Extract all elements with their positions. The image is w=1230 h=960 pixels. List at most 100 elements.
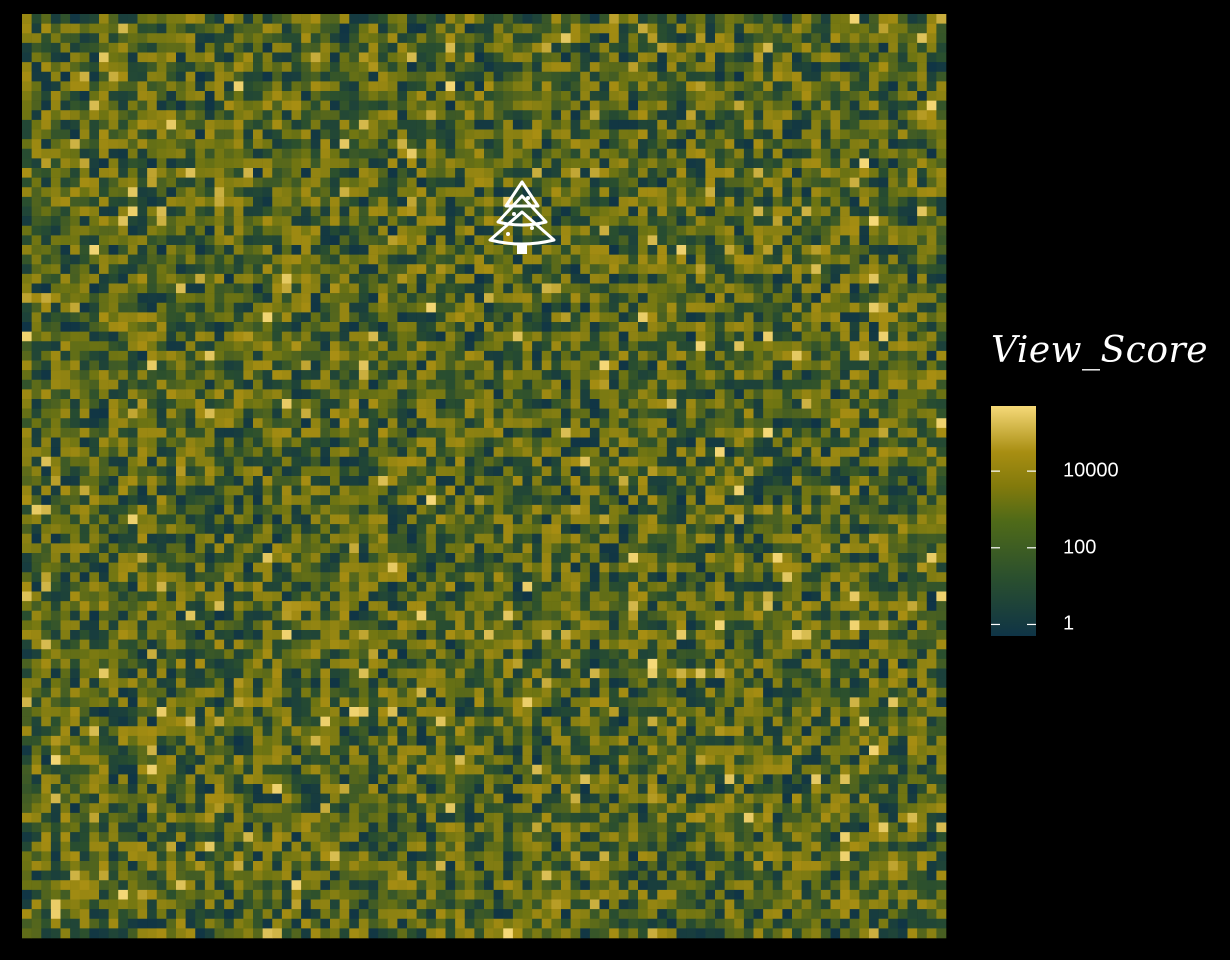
heatmap-cell	[792, 264, 802, 275]
heatmap-cell	[397, 350, 408, 361]
heatmap-cell	[580, 379, 591, 390]
heatmap-cell	[512, 312, 523, 323]
heatmap-cell	[89, 264, 100, 275]
heatmap-cell	[147, 14, 158, 24]
heatmap-cell	[753, 264, 764, 275]
heatmap-cell	[907, 476, 918, 486]
heatmap-cell	[917, 254, 928, 265]
heatmap-cell	[41, 427, 52, 438]
heatmap-cell	[397, 177, 408, 188]
heatmap-cell	[310, 91, 321, 101]
heatmap-cell	[695, 187, 706, 198]
heatmap-cell	[753, 495, 764, 506]
heatmap-cell	[310, 312, 321, 323]
heatmap-cell	[127, 379, 138, 390]
heatmap-cell	[705, 23, 716, 34]
heatmap-cell	[435, 293, 446, 304]
heatmap-cell	[926, 33, 937, 44]
heatmap-cell	[532, 119, 543, 130]
heatmap-cell	[195, 187, 206, 198]
heatmap-cell	[147, 360, 158, 371]
heatmap-cell	[869, 216, 879, 227]
heatmap-cell	[156, 264, 167, 275]
heatmap-cell	[339, 418, 350, 429]
heatmap-cell	[339, 33, 350, 44]
heatmap-cell	[888, 456, 899, 467]
heatmap-cell	[792, 177, 802, 188]
heatmap-cell	[455, 437, 466, 448]
heatmap-cell	[772, 148, 783, 159]
heatmap-cell	[820, 139, 831, 150]
heatmap-cell	[474, 119, 485, 130]
heatmap-cell	[127, 216, 138, 227]
heatmap-cell	[917, 408, 928, 419]
heatmap-cell	[147, 225, 158, 236]
heatmap-cell	[99, 187, 109, 198]
heatmap-cell	[561, 504, 571, 515]
heatmap-cell	[638, 168, 648, 178]
heatmap-cell	[493, 418, 504, 429]
heatmap-cell	[724, 187, 735, 198]
heatmap-cell	[156, 139, 167, 150]
heatmap-cell	[724, 206, 735, 217]
heatmap-cell	[551, 504, 562, 515]
heatmap-cell	[301, 437, 312, 448]
heatmap-cell	[50, 466, 61, 477]
heatmap-cell	[426, 273, 437, 284]
heatmap-cell	[435, 245, 446, 255]
heatmap-cell	[484, 495, 494, 506]
heatmap-cell	[907, 504, 918, 515]
heatmap-cell	[541, 447, 552, 458]
heatmap-cell	[599, 456, 610, 467]
heatmap-cell	[849, 14, 860, 24]
heatmap-cell	[118, 254, 129, 265]
heatmap-cell	[204, 177, 215, 188]
heatmap-cell	[561, 495, 571, 506]
heatmap-cell	[917, 42, 928, 53]
heatmap-cell	[176, 23, 186, 34]
heatmap-cell	[50, 81, 61, 92]
heatmap-cell	[917, 23, 928, 34]
heatmap-cell	[917, 447, 928, 458]
heatmap-cell	[628, 399, 639, 409]
heatmap-cell	[233, 456, 244, 467]
heatmap-cell	[695, 52, 706, 63]
heatmap-cell	[859, 42, 870, 53]
heatmap-cell	[233, 322, 244, 332]
heatmap-cell	[638, 427, 648, 438]
heatmap-cell	[917, 110, 928, 121]
heatmap-cell	[387, 293, 398, 304]
heatmap-cell	[50, 23, 61, 34]
heatmap-cell	[330, 312, 340, 323]
heatmap-cell	[484, 341, 494, 352]
heatmap-cell	[926, 370, 937, 381]
heatmap-cell	[782, 91, 793, 101]
heatmap-cell	[888, 33, 899, 44]
heatmap-cell	[281, 110, 292, 121]
heatmap-cell	[609, 206, 620, 217]
heatmap-cell	[686, 437, 697, 448]
heatmap-cell	[695, 235, 706, 246]
heatmap-cell	[70, 399, 81, 409]
heatmap-cell	[532, 456, 543, 467]
heatmap-cell	[272, 485, 283, 496]
heatmap-cell	[330, 196, 340, 207]
heatmap-cell	[474, 331, 485, 342]
heatmap-cell	[917, 148, 928, 159]
heatmap-cell	[407, 206, 417, 217]
heatmap-cell	[407, 139, 417, 150]
heatmap-cell	[185, 225, 196, 236]
heatmap-cell	[79, 254, 90, 265]
heatmap-cell	[224, 206, 235, 217]
heatmap-cell	[368, 33, 379, 44]
heatmap-cell	[609, 379, 620, 390]
heatmap-cell	[291, 245, 302, 255]
heatmap-cell	[792, 216, 802, 227]
heatmap-cell	[272, 225, 283, 236]
heatmap-cell	[811, 331, 822, 342]
heatmap-cell	[638, 177, 648, 188]
heatmap-cell	[464, 283, 475, 294]
heatmap-cell	[281, 456, 292, 467]
heatmap-cell	[166, 293, 177, 304]
heatmap-cell	[387, 119, 398, 130]
